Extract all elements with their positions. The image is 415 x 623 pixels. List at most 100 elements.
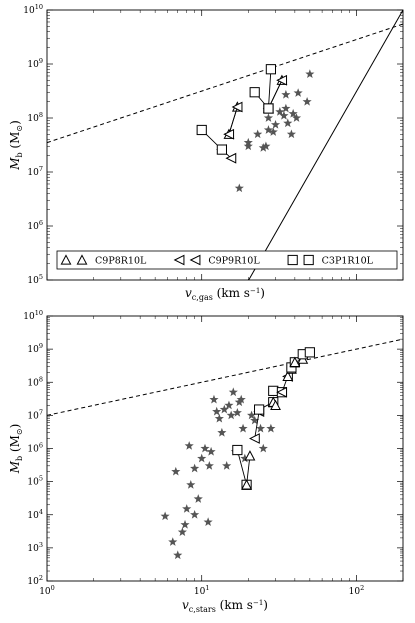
triangle-up-marker — [60, 254, 72, 265]
triangle-up-marker — [244, 450, 256, 461]
observation-star — [281, 103, 291, 113]
observation-star — [243, 141, 253, 151]
x-tick-label: 101 — [194, 584, 210, 597]
y-tick-label: 105 — [27, 475, 43, 488]
observation-star — [228, 387, 238, 397]
triangle-up-marker — [289, 356, 301, 367]
observation-star — [171, 466, 181, 476]
observation-star — [222, 461, 232, 470]
observation-star — [204, 461, 214, 470]
axis-frame — [46, 315, 404, 582]
y-tick-label: 103 — [27, 541, 43, 554]
legend-label: C9P9R10L — [208, 256, 260, 267]
square-marker — [304, 347, 315, 358]
observation-star — [219, 404, 229, 414]
triangle-up-marker — [76, 254, 88, 265]
legend: C9P8R10L C9P9R10L C3P1R10L — [56, 250, 398, 270]
observation-star — [232, 407, 242, 417]
x-axis-label: vc,stars (km s−1) — [182, 598, 268, 614]
simulation-track — [268, 69, 272, 109]
plot-area — [47, 338, 403, 560]
observation-star — [226, 410, 236, 420]
y-tick-label: 1010 — [23, 309, 43, 322]
observation-star — [275, 107, 285, 116]
observation-star — [253, 129, 263, 139]
y-tick-label: 1010 — [23, 3, 43, 16]
observation-star — [203, 517, 213, 526]
square-marker — [303, 254, 314, 266]
observation-star — [302, 96, 312, 106]
triangle-up-marker — [270, 399, 281, 411]
observation-star — [206, 446, 216, 456]
triangle-left-marker — [223, 128, 235, 140]
reference-line — [47, 338, 403, 416]
fit-line — [248, 10, 403, 280]
observation-star — [186, 480, 196, 489]
observation-star — [238, 423, 248, 433]
square-marker — [268, 385, 279, 396]
observation-star — [288, 108, 298, 118]
simulation-track — [246, 455, 251, 485]
triangle-up-marker — [241, 479, 253, 490]
observation-star — [268, 127, 278, 136]
y-axis-label: Mb (M⊙) — [8, 424, 24, 475]
triangle-up-marker — [282, 370, 294, 382]
observation-star — [190, 463, 200, 473]
observation-star — [224, 400, 234, 410]
observation-star — [281, 89, 291, 99]
observation-star — [258, 443, 268, 453]
triangle-left-marker — [276, 74, 288, 86]
triangle-left-marker — [189, 254, 201, 266]
observation-star — [261, 141, 271, 151]
observation-star — [263, 125, 274, 134]
observation-star — [212, 406, 222, 416]
observation-star — [197, 453, 207, 463]
square-marker — [196, 124, 207, 136]
observation-star — [214, 413, 224, 423]
square-marker — [263, 103, 274, 114]
reference-line — [47, 23, 403, 144]
observation-star — [184, 441, 194, 450]
legend-label: C3P1R10L — [322, 256, 374, 267]
triangle-left-marker — [276, 386, 288, 398]
y-tick-label: 106 — [27, 219, 43, 232]
observation-star — [279, 110, 289, 120]
observation-star — [263, 113, 274, 122]
x-tick-label: 100 — [39, 584, 55, 597]
y-tick-label: 106 — [27, 442, 43, 455]
triangle-left-marker — [225, 152, 237, 164]
observation-star — [236, 394, 246, 404]
square-marker — [216, 144, 227, 155]
observation-star — [180, 519, 190, 529]
y-tick-label: 107 — [27, 165, 43, 178]
square-marker — [265, 64, 276, 75]
y-tick-label: 107 — [27, 408, 43, 421]
y-tick-label: 104 — [27, 508, 43, 521]
observation-star — [305, 69, 315, 78]
simulation-track — [236, 449, 248, 485]
observation-star — [168, 537, 178, 546]
square-marker — [254, 404, 265, 415]
bottom-panel: 100 101 102 102 103 104 105 106 107 108 109 1010 vc,… — [8, 309, 404, 614]
simulation-track — [228, 106, 238, 135]
axis-frame — [46, 9, 404, 281]
observation-star — [173, 550, 183, 560]
y-axis-label: Mb (M⊙) — [8, 120, 24, 171]
observation-star — [209, 394, 219, 404]
simulation-track — [254, 411, 260, 439]
observation-star — [182, 504, 192, 513]
square-marker — [232, 444, 243, 456]
observation-star — [217, 427, 227, 437]
observation-star — [247, 410, 257, 420]
y-tick-label: 102 — [27, 574, 43, 587]
observation-star — [250, 415, 260, 425]
triangle-left-marker — [231, 101, 243, 113]
y-tick-label: 108 — [27, 375, 43, 388]
observation-star — [200, 443, 210, 453]
observation-star — [283, 118, 293, 128]
observation-star — [291, 113, 302, 122]
observation-star — [258, 143, 268, 152]
triangle-left-marker — [248, 433, 260, 444]
triangle-left-marker — [173, 254, 185, 266]
observation-star — [255, 423, 266, 433]
